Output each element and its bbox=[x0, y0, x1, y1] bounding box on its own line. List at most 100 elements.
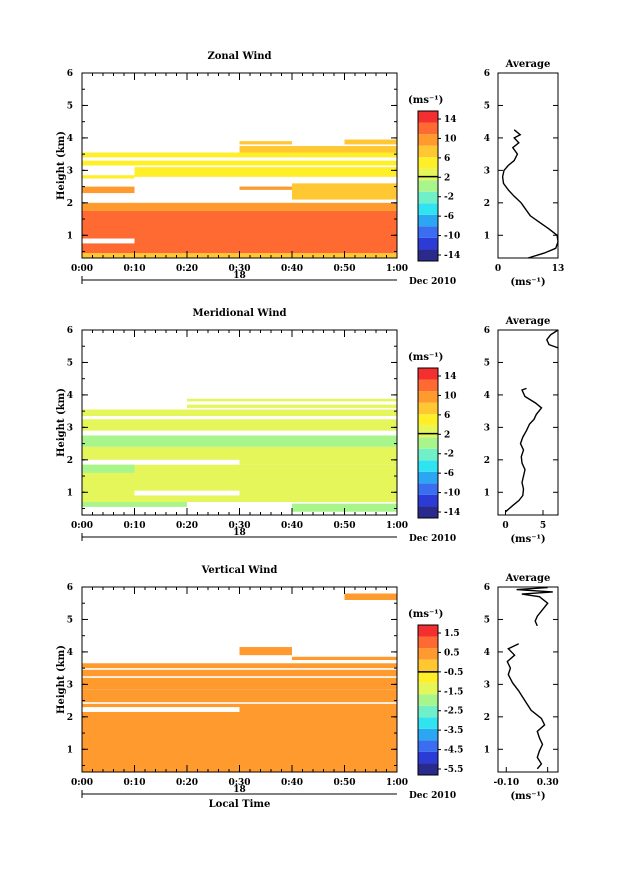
y-tick-label: 3 bbox=[67, 680, 73, 690]
heatmap-cell bbox=[82, 238, 135, 244]
colorbar-swatch bbox=[418, 414, 438, 426]
profile-x-axis-label: (ms⁻¹) bbox=[510, 791, 545, 802]
colorbar-swatch bbox=[418, 751, 438, 764]
profile-y-label: 3 bbox=[484, 166, 490, 176]
colorbar-swatch bbox=[418, 659, 438, 672]
profile-y-label: 6 bbox=[484, 583, 490, 593]
heatmap-cell bbox=[82, 152, 397, 158]
profile-frame bbox=[497, 329, 559, 516]
colorbar-swatch bbox=[418, 180, 438, 192]
colorbar-frame bbox=[417, 367, 439, 519]
x-tick-label: 0:50 bbox=[333, 521, 355, 531]
heatmap-cell bbox=[239, 647, 292, 656]
colorbar-tick-label: -14 bbox=[444, 251, 460, 261]
colorbar-swatch bbox=[418, 483, 438, 495]
heatmap-cell bbox=[344, 139, 397, 145]
x-tick-label: 1:00 bbox=[386, 521, 408, 531]
heatmap-cell bbox=[82, 464, 135, 473]
colorbar-swatch bbox=[418, 214, 438, 227]
profile-y-label: 5 bbox=[484, 358, 490, 368]
y-tick-label: 4 bbox=[67, 648, 73, 658]
colorbar-tick-label: 10 bbox=[444, 391, 457, 401]
heatmap-cell bbox=[292, 656, 397, 661]
x-tick-label: 0:00 bbox=[71, 778, 93, 788]
x-axis-label: Local Time bbox=[209, 799, 271, 810]
heatmap-cell bbox=[187, 398, 397, 402]
x-tick-label: 0:20 bbox=[176, 264, 198, 274]
heatmap-cell bbox=[82, 502, 187, 507]
profile-frame bbox=[497, 586, 559, 773]
panel-1: Zonal Wind 0:00 0:10 0:20 0:30 0:40 0:50 1:00 1 2… bbox=[56, 51, 564, 288]
colorbar-swatch bbox=[418, 237, 438, 250]
heatmap-cell bbox=[82, 419, 397, 431]
y-tick-label: 2 bbox=[67, 713, 73, 723]
heatmap-cell bbox=[82, 689, 397, 703]
colorbar-unit: (ms⁻¹) bbox=[408, 609, 443, 620]
heatmap-cells bbox=[82, 398, 397, 512]
profile-line bbox=[501, 129, 559, 259]
profile-y-label: 1 bbox=[484, 745, 490, 755]
date-label: 18 bbox=[233, 785, 246, 795]
colorbar-swatch bbox=[418, 625, 438, 637]
colorbar-swatch bbox=[418, 203, 438, 215]
colorbar-swatch bbox=[418, 763, 438, 775]
colorbar-swatch bbox=[418, 368, 438, 380]
heatmap-cell bbox=[82, 677, 397, 690]
x-tick-label: 0:10 bbox=[123, 778, 145, 788]
colorbar-swatch bbox=[418, 379, 438, 392]
y-tick-label: 3 bbox=[67, 423, 73, 433]
x-tick-label: 0:30 bbox=[228, 778, 250, 788]
profile-title: Average bbox=[505, 573, 551, 584]
y-tick-label: 1 bbox=[67, 745, 73, 755]
profile-y-label: 3 bbox=[484, 680, 490, 690]
colorbar-swatch bbox=[418, 157, 438, 169]
y-tick-label: 6 bbox=[67, 326, 73, 336]
colorbar-swatch bbox=[418, 636, 438, 649]
profile-y-label: 1 bbox=[484, 231, 490, 241]
colorbar-swatch bbox=[418, 671, 438, 683]
x-tick-label: 0:10 bbox=[123, 264, 145, 274]
colorbar-unit: (ms⁻¹) bbox=[408, 352, 443, 363]
colorbar-tick-label: -2.5 bbox=[444, 707, 463, 717]
colorbar-swatch bbox=[418, 249, 438, 261]
colorbar-swatch bbox=[418, 145, 438, 158]
profile-y-label: 5 bbox=[484, 615, 490, 625]
date-label: 18 bbox=[233, 528, 246, 538]
profile-y-label: 2 bbox=[484, 713, 490, 723]
colorbar-swatch bbox=[418, 460, 438, 472]
heatmap-cells bbox=[82, 593, 397, 772]
colorbar-tick-label: 2 bbox=[444, 173, 450, 183]
y-tick-label: 5 bbox=[67, 358, 73, 368]
profile-x-label: 0.30 bbox=[537, 778, 559, 788]
colorbar-swatch bbox=[418, 402, 438, 415]
colorbar-tick-label: 6 bbox=[444, 154, 450, 164]
colorbar-tick-label: -5.5 bbox=[444, 765, 463, 775]
colorbar-swatch bbox=[418, 437, 438, 449]
colorbar-swatch bbox=[418, 448, 438, 461]
colorbar-tick-label: 2 bbox=[444, 430, 450, 440]
colorbar-tick-label: -14 bbox=[444, 508, 460, 518]
x-tick-label: 1:00 bbox=[386, 778, 408, 788]
y-axis-label: Height (km) bbox=[56, 388, 67, 457]
date-label: 18 bbox=[233, 271, 246, 281]
panel-title: Meridional Wind bbox=[192, 308, 286, 319]
colorbar-tick-label: -0.5 bbox=[444, 668, 463, 678]
colorbar-tick-label: -6 bbox=[444, 212, 454, 222]
heatmap-cell bbox=[82, 446, 240, 460]
x-tick-label: 0:00 bbox=[71, 521, 93, 531]
colorbar-tick-label: -1.5 bbox=[444, 687, 463, 697]
date-suffix: Dec 2010 bbox=[409, 534, 456, 544]
colorbar-swatch bbox=[418, 717, 438, 729]
colorbar-swatch bbox=[418, 134, 438, 146]
x-tick-label: 0:50 bbox=[333, 264, 355, 274]
heatmap-cell bbox=[82, 663, 397, 669]
y-tick-label: 4 bbox=[67, 134, 73, 144]
colorbar-tick-label: 1.5 bbox=[444, 629, 460, 639]
y-tick-label: 5 bbox=[67, 101, 73, 111]
profile-y-label: 6 bbox=[484, 69, 490, 79]
y-axis-label: Height (km) bbox=[56, 131, 67, 200]
x-tick-label: 0:10 bbox=[123, 521, 145, 531]
heatmap-cell bbox=[82, 175, 135, 179]
colorbar-tick-label: -10 bbox=[444, 489, 460, 499]
panel-title: Zonal Wind bbox=[207, 51, 271, 62]
